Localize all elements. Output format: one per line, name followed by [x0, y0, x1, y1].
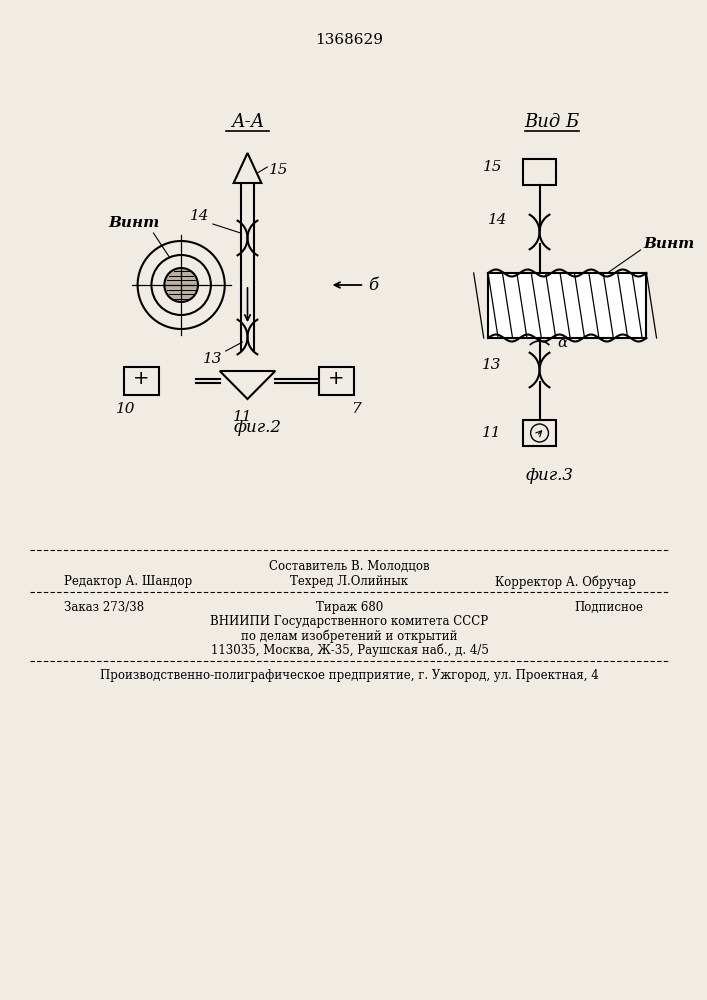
Text: по делам изобретений и открытий: по делам изобретений и открытий: [241, 629, 457, 643]
Text: 14: 14: [489, 213, 508, 227]
Text: Подписное: Подписное: [574, 600, 643, 613]
Bar: [124, 367, 159, 395]
Bar: [522, 159, 556, 185]
Text: Составитель В. Молодцов: Составитель В. Молодцов: [269, 560, 430, 572]
Text: 15: 15: [484, 160, 503, 174]
Bar: [319, 367, 354, 395]
Text: Винт: Винт: [643, 237, 695, 251]
Circle shape: [164, 268, 198, 302]
Text: 14: 14: [190, 209, 210, 223]
Text: А-А: А-А: [230, 113, 264, 131]
Text: 11: 11: [233, 410, 252, 424]
Text: ВНИИПИ Государственного комитета СССР: ВНИИПИ Государственного комитета СССР: [211, 615, 489, 629]
Text: 113035, Москва, Ж-35, Раушская наб., д. 4/5: 113035, Москва, Ж-35, Раушская наб., д. …: [211, 643, 489, 657]
Text: α: α: [557, 336, 568, 350]
Text: фиг.2: фиг.2: [233, 420, 281, 436]
Text: фиг.3: фиг.3: [525, 466, 573, 484]
Text: 13: 13: [203, 352, 223, 366]
Text: 10: 10: [116, 402, 136, 416]
Text: Редактор А. Шандор: Редактор А. Шандор: [64, 576, 192, 588]
Text: +: +: [328, 369, 345, 388]
Text: Производственно-полиграфическое предприятие, г. Ужгород, ул. Проектная, 4: Производственно-полиграфическое предприя…: [100, 670, 599, 682]
Text: Тираж 680: Тираж 680: [316, 600, 383, 613]
Text: 11: 11: [482, 426, 502, 440]
Text: +: +: [134, 369, 150, 388]
Text: Вид Б: Вид Б: [524, 113, 579, 131]
Text: Заказ 273/38: Заказ 273/38: [64, 600, 144, 613]
Bar: [522, 420, 556, 446]
Text: б: б: [368, 276, 378, 294]
Text: 7: 7: [351, 402, 361, 416]
Text: 1368629: 1368629: [315, 33, 383, 47]
Text: 15: 15: [269, 163, 288, 177]
Text: Техред Л.Олийнык: Техред Л.Олийнык: [291, 576, 409, 588]
Bar: [488, 273, 646, 338]
Text: Корректор А. Обручар: Корректор А. Обручар: [495, 575, 636, 589]
Text: 13: 13: [482, 358, 502, 372]
Text: Винт: Винт: [108, 216, 159, 230]
